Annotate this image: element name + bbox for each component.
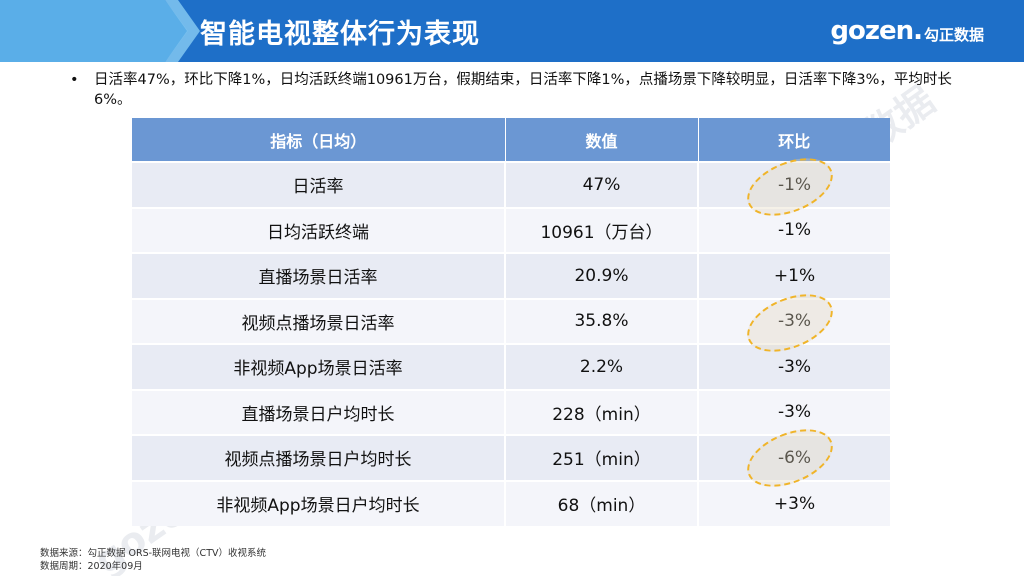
header-value: 数值 (505, 118, 699, 162)
summary-text: 日活率47%，环比下降1%，日均活跃终端10961万台，假期结束，日活率下降1%… (94, 72, 952, 108)
bullet-icon: • (70, 72, 79, 88)
table-row: 日均活跃终端 10961（万台） -1% (132, 206, 890, 253)
metric-cell: 日活率 (132, 161, 506, 208)
metric-cell: 日均活跃终端 (132, 206, 506, 253)
data-source: 数据来源：勾正数据 ORS-联网电视（CTV）收视系统 (40, 548, 266, 559)
metric-cell: 视频点播场景日户均时长 (132, 434, 506, 481)
table-row: 日活率 47% -1% (132, 161, 890, 208)
value-cell: 251（min） (505, 434, 699, 481)
banner-accent (0, 0, 188, 62)
summary-bullet: • 日活率47%，环比下降1%，日均活跃终端10961万台，假期结束，日活率下降… (70, 70, 970, 110)
footer-notes: 数据来源：勾正数据 ORS-联网电视（CTV）收视系统 数据周期：2020年09… (40, 547, 266, 573)
value-cell: 35.8% (505, 297, 699, 344)
data-period: 数据周期：2020年09月 (40, 561, 143, 572)
table-row: 视频点播场景日户均时长 251（min） -6% (132, 434, 890, 481)
change-cell: -3% (698, 388, 890, 435)
metric-cell: 直播场景日活率 (132, 252, 506, 299)
metric-cell: 非视频App场景日活率 (132, 343, 506, 390)
value-cell: 2.2% (505, 343, 699, 390)
page-title: 智能电视整体行为表现 (200, 19, 480, 50)
value-cell: 10961（万台） (505, 206, 699, 253)
value-cell: 20.9% (505, 252, 699, 299)
table-row: 直播场景日活率 20.9% +1% (132, 252, 890, 299)
header-change: 环比 (698, 118, 890, 162)
metric-cell: 直播场景日户均时长 (132, 388, 506, 435)
change-cell: -3% (698, 297, 890, 344)
table-header-row: 指标（日均） 数值 环比 (132, 118, 890, 162)
header-metric: 指标（日均） (132, 118, 506, 162)
value-cell: 68（min） (505, 479, 699, 526)
table-row: 非视频App场景日活率 2.2% -3% (132, 343, 890, 390)
value-cell: 47% (505, 161, 699, 208)
table-row: 直播场景日户均时长 228（min） -3% (132, 388, 890, 435)
change-cell: -1% (698, 206, 890, 253)
table-row: 非视频App场景日户均时长 68（min） +3% (132, 479, 890, 526)
change-cell: -6% (698, 434, 890, 481)
metric-cell: 视频点播场景日活率 (132, 297, 506, 344)
change-cell: -1% (698, 161, 890, 208)
value-cell: 228（min） (505, 388, 699, 435)
table-row: 视频点播场景日活率 35.8% -3% (132, 297, 890, 344)
metrics-table: 指标（日均） 数值 环比 日活率 47% -1% 日均活跃终端 10961（万台… (132, 118, 890, 526)
logo-text-cn: 勾正数据 (923, 25, 984, 44)
company-logo: gozen. 勾正数据 (830, 16, 984, 46)
change-cell: +1% (698, 252, 890, 299)
change-cell: -3% (698, 343, 890, 390)
logo-text-en: gozen. (830, 16, 923, 46)
metric-cell: 非视频App场景日户均时长 (132, 479, 506, 526)
change-cell: +3% (698, 479, 890, 526)
